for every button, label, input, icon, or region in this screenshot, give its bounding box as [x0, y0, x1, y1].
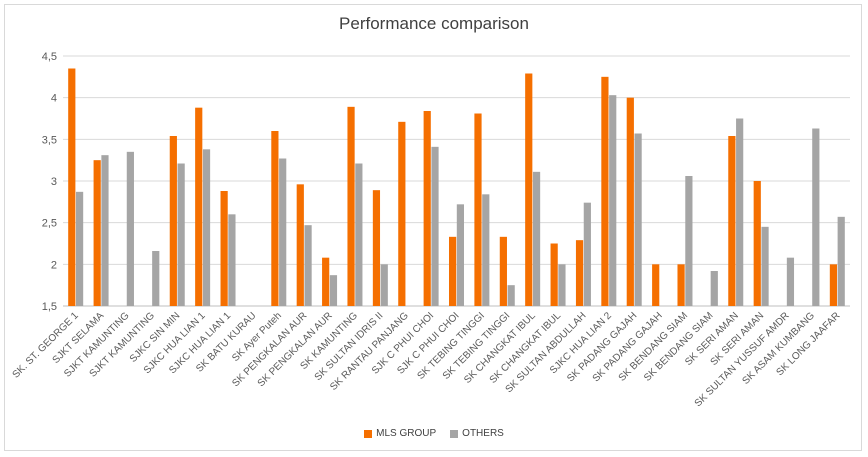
- bar-mls-group: [398, 121, 406, 306]
- bar-mls-group: [449, 236, 457, 306]
- bar-others: [304, 225, 312, 306]
- bar-mls-group: [474, 113, 482, 306]
- bar-others: [329, 275, 338, 306]
- y-tick-labels: 1,5 2 2,5 3 3,5 4 4,5: [42, 51, 57, 313]
- bar-others: [812, 128, 820, 306]
- y-tick-label: 3: [51, 176, 57, 188]
- bar-mls-group: [829, 264, 838, 306]
- bar-mls-group: [525, 73, 533, 306]
- bar-mls-group: [575, 240, 584, 306]
- bar-others: [482, 194, 490, 306]
- y-tick-label: 2,5: [42, 218, 57, 230]
- bar-others: [685, 176, 693, 306]
- legend-item-others: OTHERS: [450, 428, 504, 439]
- bar-others: [837, 216, 845, 306]
- bar-others: [786, 257, 795, 306]
- bar-mls-group: [601, 76, 609, 306]
- bar-mls-group: [296, 184, 304, 306]
- bar-others: [532, 171, 541, 306]
- bar-mls-group: [322, 257, 330, 306]
- legend-swatch-mls-group: [364, 429, 373, 438]
- bar-mls-group: [93, 160, 101, 306]
- bar-others: [380, 264, 388, 306]
- legend-item-mls-group: MLS GROUP: [364, 428, 436, 439]
- bar-mls-group: [677, 264, 685, 306]
- legend-swatch-others: [450, 429, 459, 438]
- bar-mls-group: [220, 191, 228, 306]
- bar-others: [710, 271, 718, 306]
- y-tick-label: 4: [51, 93, 57, 105]
- bars: [68, 68, 845, 306]
- bar-others: [152, 251, 160, 306]
- bar-others: [126, 151, 134, 306]
- bar-others: [228, 214, 236, 306]
- legend-label-mls-group: MLS GROUP: [376, 428, 437, 439]
- bar-mls-group: [423, 111, 431, 306]
- bar-others: [634, 133, 642, 306]
- bar-mls-group: [347, 106, 355, 306]
- bar-mls-group: [652, 264, 660, 306]
- chart-title: Performance comparison: [339, 14, 529, 33]
- bar-mls-group: [195, 107, 203, 306]
- bar-others: [202, 149, 211, 306]
- bar-others: [456, 204, 464, 306]
- bar-mls-group: [499, 236, 507, 306]
- bar-mls-group: [271, 131, 279, 306]
- bar-others: [355, 163, 363, 306]
- bar-mls-group: [68, 68, 76, 306]
- bar-mls-group: [550, 243, 558, 306]
- y-tick-label: 3,5: [42, 134, 57, 146]
- bar-others: [761, 226, 769, 306]
- bar-others: [736, 118, 744, 306]
- bar-others: [431, 146, 439, 306]
- bar-mls-group: [169, 136, 177, 306]
- bar-mls-group: [753, 181, 761, 306]
- y-tick-label: 4,5: [42, 51, 57, 63]
- bar-others: [583, 202, 591, 306]
- y-tick-label: 2: [51, 259, 57, 271]
- bar-mls-group: [728, 136, 736, 306]
- bar-others: [279, 158, 287, 306]
- bar-others: [609, 95, 617, 306]
- legend: MLS GROUP OTHERS: [0, 428, 868, 439]
- y-tick-label: 1,5: [42, 301, 57, 313]
- legend-label-others: OTHERS: [462, 428, 504, 439]
- bar-mls-group: [372, 190, 381, 306]
- bar-others: [177, 163, 185, 306]
- bar-others: [558, 264, 566, 306]
- bar-others: [101, 155, 109, 306]
- bar-mls-group: [626, 97, 634, 306]
- gridlines: [63, 55, 850, 307]
- bar-others: [75, 191, 84, 306]
- bar-others: [507, 285, 515, 306]
